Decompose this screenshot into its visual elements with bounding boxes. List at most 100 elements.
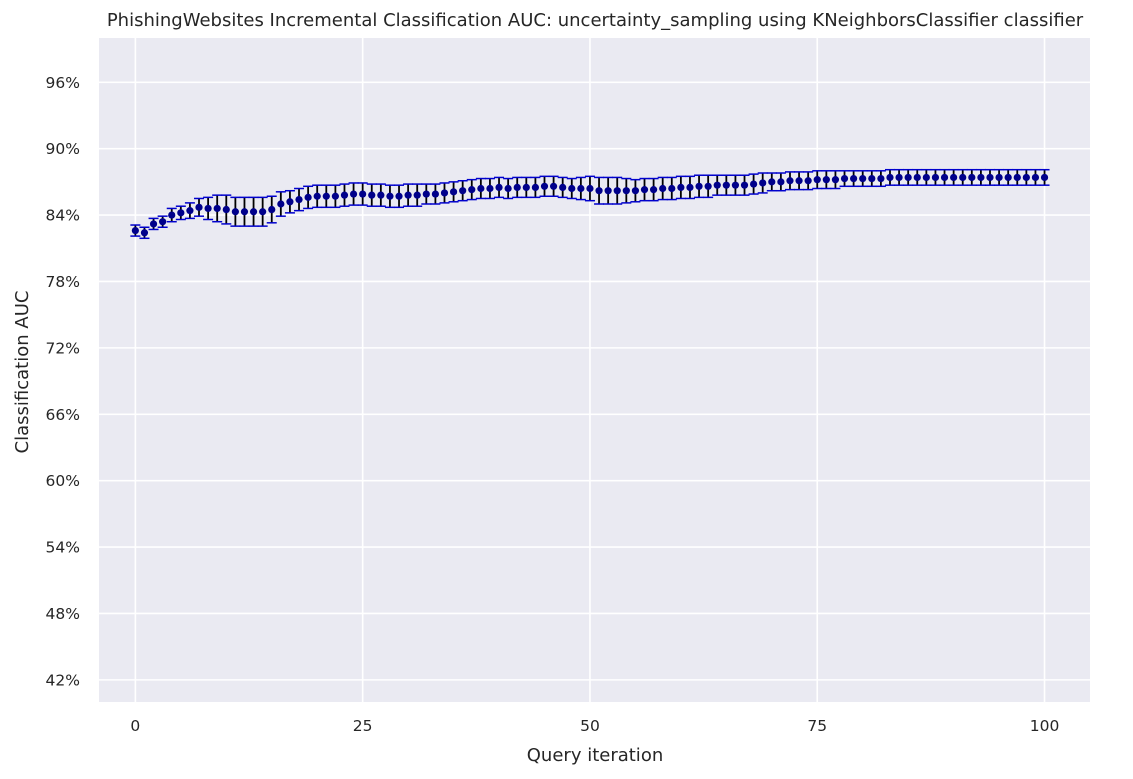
data-point: [622, 187, 630, 195]
data-point: [340, 191, 349, 199]
x-tick-labels: 0 25 50 75 100: [130, 717, 1059, 735]
y-tick-label: 42%: [46, 671, 80, 689]
data-point: [795, 177, 803, 185]
data-point: [349, 190, 358, 198]
x-axis-label: Query iteration: [527, 745, 663, 766]
x-tick-label: 75: [807, 717, 827, 735]
data-point: [986, 173, 994, 182]
data-point: [559, 183, 567, 191]
data-point: [877, 174, 885, 183]
y-tick-label: 84%: [46, 207, 80, 225]
data-point: [249, 208, 258, 216]
data-point: [177, 209, 185, 217]
data-point: [159, 218, 167, 226]
data-point: [231, 208, 239, 216]
data-point: [395, 192, 403, 200]
x-tick-label: 50: [580, 717, 600, 735]
data-point: [631, 187, 640, 195]
y-axis-label: Classification AUC: [12, 291, 33, 454]
data-point: [959, 173, 967, 182]
data-point: [904, 173, 912, 182]
y-tick-label: 78%: [46, 273, 80, 291]
data-point: [259, 208, 267, 216]
data-point: [686, 183, 694, 191]
data-point: [240, 208, 249, 216]
data-point: [368, 191, 376, 199]
x-tick-label: 100: [1030, 717, 1060, 735]
data-point: [386, 192, 394, 200]
data-point: [322, 192, 330, 200]
data-point: [950, 173, 958, 182]
data-point: [359, 190, 367, 198]
data-point: [649, 186, 658, 194]
data-point: [404, 191, 412, 199]
data-point: [295, 195, 303, 204]
data-point: [913, 173, 921, 182]
data-point: [813, 176, 821, 184]
data-point: [850, 174, 858, 183]
data-point: [422, 190, 430, 198]
data-point: [286, 198, 294, 206]
data-point: [577, 184, 585, 193]
data-point: [1040, 173, 1049, 182]
data-point: [695, 182, 703, 190]
data-point: [377, 191, 385, 199]
data-point: [922, 173, 930, 182]
data-point: [840, 174, 849, 183]
data-point: [222, 205, 230, 214]
data-point: [740, 181, 749, 189]
data-point: [604, 187, 612, 195]
data-point: [777, 178, 785, 186]
data-point: [1031, 173, 1040, 182]
chart-title: PhishingWebsites Incremental Classificat…: [107, 10, 1084, 31]
data-point: [304, 193, 312, 201]
data-point: [140, 229, 149, 237]
y-tick-labels: 42% 48% 54% 60% 66% 72% 78% 84% 90% 96%: [46, 74, 80, 690]
data-point: [131, 226, 139, 235]
data-point: [459, 187, 467, 195]
data-point: [522, 183, 530, 191]
y-tick-label: 90%: [46, 140, 80, 158]
data-point: [586, 184, 594, 193]
data-point: [995, 173, 1003, 182]
data-point: [977, 173, 985, 182]
y-tick-label: 54%: [46, 539, 80, 557]
data-points: [131, 173, 1049, 237]
data-point: [895, 173, 903, 182]
data-point: [722, 181, 730, 189]
data-point: [549, 182, 558, 190]
data-point: [868, 174, 876, 183]
y-tick-label: 66%: [46, 406, 80, 424]
data-point: [595, 187, 603, 195]
data-point: [186, 207, 194, 215]
y-tick-label: 96%: [46, 74, 80, 92]
data-point: [886, 173, 894, 182]
data-point: [1022, 173, 1030, 182]
data-point: [768, 178, 776, 186]
data-point: [440, 189, 449, 197]
data-point: [213, 204, 221, 213]
data-point: [531, 183, 540, 191]
data-point: [750, 180, 758, 188]
data-point: [413, 191, 421, 199]
data-point: [659, 184, 667, 193]
data-point: [804, 177, 812, 185]
data-point: [822, 176, 830, 184]
data-point: [759, 179, 767, 187]
data-point: [149, 220, 158, 228]
data-point: [504, 184, 512, 193]
data-point: [640, 186, 649, 194]
x-grid-lines: [134, 38, 1046, 702]
data-point: [477, 184, 485, 193]
data-point: [859, 174, 867, 183]
data-point: [713, 181, 721, 189]
data-point: [613, 187, 621, 195]
y-tick-label: 60%: [46, 472, 80, 490]
x-tick-label: 25: [353, 717, 373, 735]
data-point: [704, 182, 712, 190]
data-point: [277, 200, 285, 208]
data-point: [486, 184, 494, 193]
data-point: [431, 190, 439, 198]
